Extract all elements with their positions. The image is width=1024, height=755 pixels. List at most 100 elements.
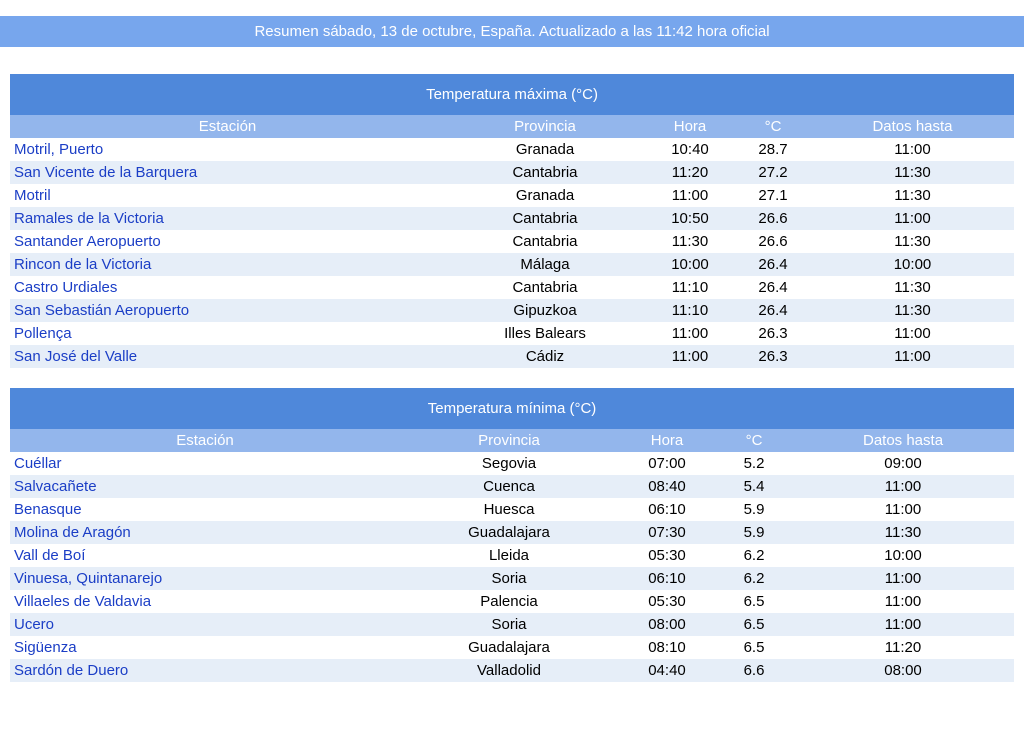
title-row: Temperatura máxima (°C) [10, 74, 1014, 115]
station-link[interactable]: San Vicente de la Barquera [10, 161, 445, 184]
cell: Málaga [445, 253, 645, 276]
cell: 11:00 [792, 475, 1015, 498]
cell: 11:00 [671, 325, 709, 342]
cell: Cantabria [445, 207, 645, 230]
data-row: Sigüenza Guadalajara 08:10 6.5 11:20 [10, 636, 1014, 659]
data-table: Temperatura máxima (°C) Estación Provincia… [10, 74, 1014, 368]
station-link[interactable]: Villaeles de Valdavia [14, 593, 152, 610]
cell: 6.5 [743, 639, 765, 656]
cell: Lleida [488, 547, 530, 564]
cell: Palencia [480, 593, 538, 610]
data-row: Castro Urdiales Cantabria 11:10 26.4 11:30 [10, 276, 1014, 299]
data-row: San Sebastián Aeropuerto Gipuzkoa 11:10 26.… [10, 299, 1014, 322]
cell: 05:30 [648, 593, 686, 610]
column-header: Datos hasta [811, 115, 1014, 138]
column-header: °C [735, 115, 811, 138]
cell: 10:40 [671, 141, 709, 158]
cell: 06:10 [618, 567, 716, 590]
data-table: Temperatura mínima (°C) Estación Provincia… [10, 388, 1015, 682]
cell: Guadalajara [400, 521, 618, 544]
table-title: Temperatura mínima (°C) [10, 388, 1015, 429]
cell: 11:30 [894, 233, 931, 250]
station-link[interactable]: Vinuesa, Quintanarejo [10, 567, 400, 590]
cell: 6.2 [716, 567, 792, 590]
cell: 07:30 [618, 521, 716, 544]
column-header: Hora [645, 115, 735, 138]
cell: 11:00 [792, 613, 1015, 636]
cell: 08:40 [618, 475, 716, 498]
cell: 10:00 [645, 253, 735, 276]
cell: 11:20 [884, 639, 922, 656]
title-row: Temperatura mínima (°C) [10, 388, 1015, 429]
cell: 26.4 [735, 299, 811, 322]
cell: Soria [400, 567, 618, 590]
station-link[interactable]: Molina de Aragón [10, 521, 400, 544]
data-row: San José del Valle Cádiz 11:00 26.3 11:00 [10, 345, 1014, 368]
cell: 07:00 [648, 455, 686, 472]
cell: 08:10 [648, 639, 686, 656]
cell: 11:30 [792, 521, 1015, 544]
cell: 11:10 [645, 299, 735, 322]
cell: 26.4 [735, 253, 811, 276]
cell: 11:00 [671, 187, 709, 204]
column-header: Provincia [445, 115, 645, 138]
data-row: Villaeles de Valdavia Palencia 05:30 6.5 11:… [10, 590, 1014, 613]
cell: 11:20 [645, 161, 735, 184]
data-row: San Vicente de la Barquera Cantabria 11:20… [10, 161, 1014, 184]
station-link[interactable]: Ramales de la Victoria [10, 207, 445, 230]
station-link[interactable]: Pollença [14, 325, 72, 342]
cell: Cantabria [512, 233, 578, 250]
cell: 6.5 [743, 593, 765, 610]
cell: Illes Balears [504, 325, 586, 342]
data-row: Vinuesa, Quintanarejo Soria 06:10 6.2 11:00 [10, 567, 1015, 590]
station-link[interactable]: Sigüenza [14, 639, 77, 656]
cell: 5.9 [716, 521, 792, 544]
station-link[interactable]: Castro Urdiales [14, 279, 118, 296]
data-row: Vall de Boí Lleida 05:30 6.2 10:00 [10, 544, 1014, 567]
cell: 26.6 [758, 233, 788, 250]
station-link[interactable]: San Sebastián Aeropuerto [10, 299, 445, 322]
cell: Gipuzkoa [445, 299, 645, 322]
column-header: Estación [10, 429, 400, 452]
column-header: Provincia [400, 429, 618, 452]
station-link[interactable]: Benasque [14, 501, 82, 518]
cell: Huesca [483, 501, 535, 518]
cell: Granada [515, 141, 575, 158]
cell: Cádiz [445, 345, 645, 368]
station-link[interactable]: Cuéllar [14, 455, 62, 472]
cell: 11:10 [671, 279, 709, 296]
data-row: Cuéllar Segovia 07:00 5.2 09:00 [10, 452, 1014, 475]
cell: 26.3 [735, 345, 811, 368]
header-row: Estación Provincia Hora °C Datos hasta [10, 429, 1015, 452]
cell: 5.9 [743, 501, 765, 518]
cell: 11:00 [884, 501, 922, 518]
cell: 11:30 [811, 161, 1014, 184]
data-row: Molina de Aragón Guadalajara 07:30 5.9 11:30 [10, 521, 1015, 544]
cell: 26.4 [758, 279, 788, 296]
station-link[interactable]: Motril [14, 187, 51, 204]
cell: 6.2 [743, 547, 765, 564]
station-link[interactable]: Salvacañete [10, 475, 400, 498]
cell: 11:30 [671, 233, 709, 250]
station-link[interactable]: Sardón de Duero [10, 659, 400, 682]
data-row: Santander Aeropuerto Cantabria 11:30 26.6 11… [10, 230, 1014, 253]
station-link[interactable]: Santander Aeropuerto [14, 233, 161, 250]
station-link[interactable]: Motril, Puerto [14, 141, 104, 158]
cell: 27.2 [735, 161, 811, 184]
cell: 11:30 [894, 279, 931, 296]
station-link[interactable]: San José del Valle [10, 345, 445, 368]
data-row: Motril Granada 11:00 27.1 11:30 [10, 184, 1014, 207]
cell: 11:00 [884, 593, 922, 610]
summary-banner: Resumen sábado, 13 de octubre, España. A… [0, 16, 1024, 47]
station-link[interactable]: Ucero [10, 613, 400, 636]
data-row: Rincon de la Victoria Málaga 10:00 26.4 10:0… [10, 253, 1014, 276]
cell: Soria [400, 613, 618, 636]
column-header: Hora [618, 429, 716, 452]
cell: 28.7 [758, 141, 788, 158]
station-link[interactable]: Rincon de la Victoria [10, 253, 445, 276]
station-link[interactable]: Vall de Boí [14, 547, 86, 564]
cell: 05:30 [648, 547, 686, 564]
cell: 11:00 [645, 345, 735, 368]
cell: 26.6 [735, 207, 811, 230]
